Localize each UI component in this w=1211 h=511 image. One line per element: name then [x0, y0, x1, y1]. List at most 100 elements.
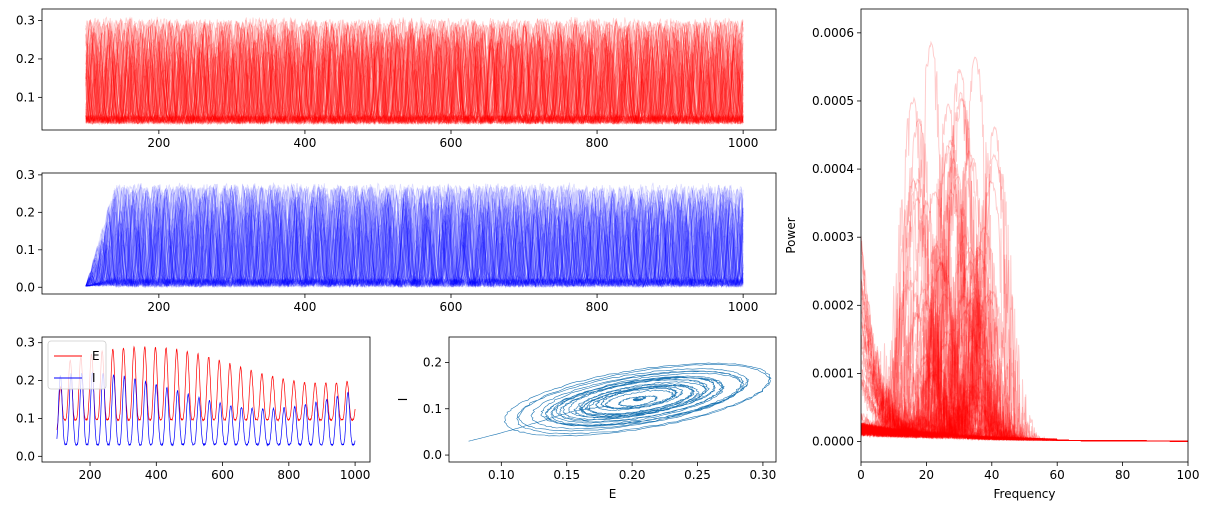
- spectrum-line: [861, 413, 1188, 442]
- trace-line: [85, 182, 744, 289]
- trace-line: [85, 184, 744, 289]
- trace-line: [85, 183, 744, 288]
- x-axis-label: Frequency: [994, 487, 1056, 501]
- spectrum-line: [861, 153, 1188, 442]
- trace-line: [85, 17, 744, 126]
- x-tick-label: 400: [293, 300, 316, 314]
- trace-line: [85, 17, 744, 126]
- trace-line: [85, 183, 744, 289]
- x-tick-label: 800: [586, 300, 609, 314]
- trace-line: [85, 184, 744, 288]
- trace-line: [85, 19, 744, 126]
- x-tick-label: 1000: [340, 468, 371, 482]
- trace-line: [85, 18, 744, 126]
- spectrum-line: [861, 414, 1188, 442]
- spectrum-line: [861, 233, 1188, 442]
- trace-line: [85, 18, 744, 126]
- trace-line: [85, 18, 744, 126]
- trace-line: [85, 185, 744, 289]
- spectrum-line: [861, 300, 1188, 442]
- trace-line: [85, 184, 744, 288]
- trace-line: [85, 17, 744, 126]
- y-tick-label: 0.0: [16, 280, 35, 294]
- trace-line: [85, 18, 744, 126]
- series-line-E: [56, 345, 356, 430]
- trace-line: [85, 185, 744, 289]
- trace-line: [85, 185, 744, 289]
- trace-line: [85, 184, 744, 288]
- trace-line: [85, 18, 744, 126]
- trace-line: [85, 184, 744, 289]
- x-tick-label: 400: [145, 468, 168, 482]
- legend-box: [47, 340, 107, 390]
- trace-line: [85, 182, 744, 289]
- trace-line: [85, 19, 744, 125]
- spectrum-line: [861, 357, 1188, 442]
- spectrum-line: [861, 293, 1188, 442]
- trace-line: [85, 19, 744, 126]
- x-tick-label: 800: [277, 468, 300, 482]
- x-tick-label: 0: [857, 468, 865, 482]
- spectrum-line: [861, 240, 1188, 442]
- legend: EI: [47, 340, 107, 390]
- trace-line: [85, 20, 744, 126]
- spectrum-line: [861, 422, 1188, 442]
- trace-line: [85, 20, 744, 126]
- trace-line: [85, 20, 744, 126]
- spectrum-line: [861, 226, 1188, 442]
- trace-line: [85, 185, 744, 289]
- trace-line: [85, 183, 744, 289]
- trace-line: [85, 17, 744, 126]
- x-tick-label: 100: [1177, 468, 1200, 482]
- trace-line: [85, 184, 744, 289]
- legend-label-I: I: [92, 371, 96, 385]
- trace-line: [85, 184, 744, 289]
- trace-line: [85, 18, 744, 126]
- i-traces-frame: [41, 172, 777, 295]
- spectrum-line: [861, 189, 1188, 442]
- spectrum-line: [861, 341, 1188, 442]
- spectrum-line: [861, 376, 1188, 442]
- trace-line: [85, 183, 744, 289]
- trace-line: [85, 183, 744, 289]
- y-tick-label: 0.0006: [812, 26, 854, 40]
- trace-line: [85, 18, 744, 126]
- y-tick-label: 0.3: [16, 168, 35, 182]
- spectrum-line: [861, 383, 1188, 442]
- spectrum-line: [861, 180, 1188, 442]
- x-tick-label: 400: [293, 136, 316, 150]
- single-node-panel: 200 400 600 800 1000 0.0 0.1 0.2 0.3 EI: [16, 336, 371, 482]
- x-tick-label: 600: [211, 468, 234, 482]
- spectrum-line: [861, 290, 1188, 442]
- y-tick-label: 0.1: [423, 402, 442, 416]
- trace-line: [85, 19, 744, 126]
- trace-line: [85, 17, 744, 125]
- x-tick-label: 0.20: [619, 468, 646, 482]
- spectrum-line: [861, 68, 1188, 442]
- trace-line: [85, 184, 744, 288]
- x-axis-label: E: [609, 487, 617, 501]
- trace-line: [85, 184, 744, 289]
- trace-line: [85, 19, 744, 126]
- trace-line: [85, 183, 744, 289]
- spectrum-line: [861, 384, 1188, 442]
- y-tick-label: 0.1: [16, 411, 35, 425]
- trace-line: [85, 184, 744, 289]
- spectrum-line: [861, 389, 1188, 442]
- trace-line: [85, 16, 744, 126]
- spectrum-line: [861, 292, 1188, 442]
- y-tick-label: 0.3: [16, 336, 35, 350]
- spectrum-line: [861, 97, 1188, 442]
- y-axis-label: I: [396, 398, 410, 402]
- trace-line: [85, 183, 744, 289]
- trace-line: [85, 185, 744, 289]
- trace-line: [85, 184, 744, 288]
- trace-line: [85, 18, 744, 125]
- x-tick-label: 200: [147, 136, 170, 150]
- trace-line: [85, 184, 744, 289]
- trace-line: [85, 185, 744, 289]
- trace-line: [85, 184, 744, 289]
- spectrum-line: [861, 139, 1188, 442]
- trace-line: [85, 17, 744, 126]
- trace-line: [85, 184, 744, 289]
